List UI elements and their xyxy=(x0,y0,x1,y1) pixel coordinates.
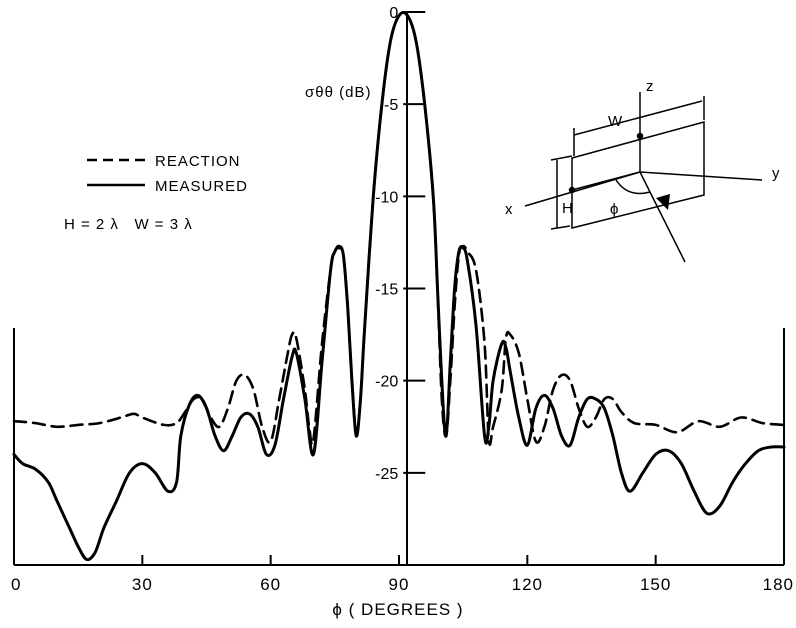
legend-label-measured: MEASURED xyxy=(155,178,248,195)
y-tick-label: 0 xyxy=(389,5,398,22)
x-tick-label: 90 xyxy=(389,575,410,594)
axes xyxy=(13,12,785,566)
height-tick-bottom xyxy=(550,225,571,230)
legend-label-reaction: REACTION xyxy=(155,153,241,170)
x-ticks: 0 30 60 90 120 150 180 xyxy=(11,555,794,594)
incidence-ray xyxy=(639,171,686,263)
geometry-inset xyxy=(524,92,763,263)
y-axis-label: σθθ (dB) xyxy=(305,84,371,101)
x-tick-label: 150 xyxy=(640,575,671,594)
inset-labels: z y x W H ϕ xyxy=(505,78,781,218)
y-ticks: 0 -5 -10 -15 -20 -25 xyxy=(375,5,426,483)
height-tick-top xyxy=(550,155,573,161)
y-tick-label: -20 xyxy=(375,374,398,391)
inset-phi-label: ϕ xyxy=(610,201,619,218)
x-tick-label: 180 xyxy=(763,575,794,594)
series-line-reaction xyxy=(12,11,786,446)
x-axis-label: ϕ ( DEGREES ) xyxy=(332,600,463,619)
parameters-label: H = 2 λ W = 3 λ xyxy=(64,216,193,233)
x-tick-label: 60 xyxy=(260,575,281,594)
inset-w-label: W xyxy=(608,113,623,130)
y-axis-line-inset xyxy=(639,171,763,181)
inset-h-label: H xyxy=(562,200,574,217)
incidence-arrowhead xyxy=(656,194,670,210)
inset-y-label: y xyxy=(772,165,781,182)
series-line-measured xyxy=(12,11,786,562)
y-tick-label: -10 xyxy=(375,189,398,206)
plate-top-point xyxy=(636,132,644,140)
x-tick-label: 120 xyxy=(512,575,543,594)
plate-outline xyxy=(571,121,705,229)
width-dimension xyxy=(573,100,703,136)
y-tick-label: -5 xyxy=(384,97,398,114)
plate-corner-point xyxy=(568,186,576,194)
phi-arc xyxy=(615,179,651,195)
x-axis-line-inset xyxy=(524,171,641,207)
x-tick-label: 0 xyxy=(11,575,21,594)
inset-z-label: z xyxy=(646,78,655,95)
y-tick-label: -15 xyxy=(375,282,398,299)
inset-x-label: x xyxy=(505,201,514,218)
series-layer xyxy=(12,11,786,562)
y-tick-label: -25 xyxy=(375,466,398,483)
x-tick-label: 30 xyxy=(132,575,153,594)
legend: REACTION MEASURED H = 2 λ W = 3 λ xyxy=(64,153,248,233)
